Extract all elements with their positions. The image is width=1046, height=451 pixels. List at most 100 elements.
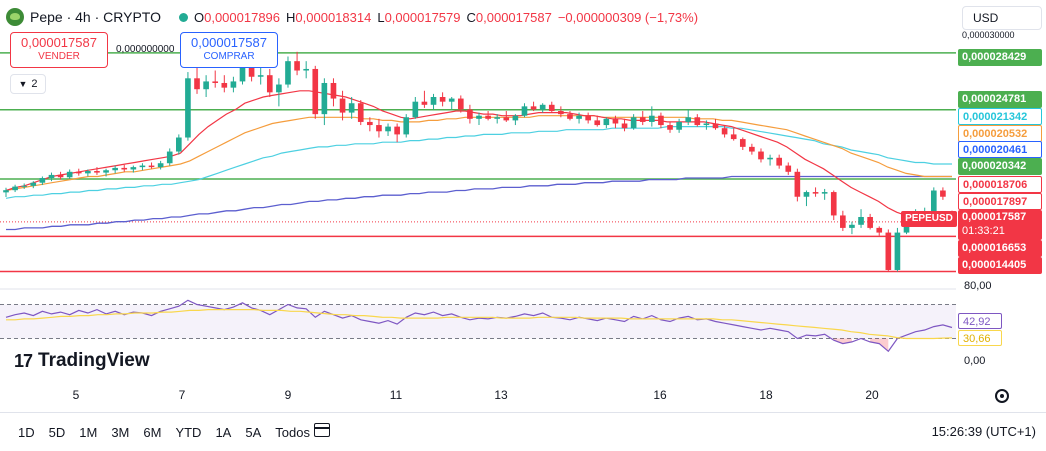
candle-body: [940, 190, 946, 197]
timeframe-6m[interactable]: 6M: [143, 424, 162, 440]
candle-body: [603, 118, 610, 126]
timeframe-5a[interactable]: 5A: [245, 424, 262, 440]
tradingview-logo[interactable]: 17 TradingView: [14, 350, 150, 372]
candle-body: [558, 111, 564, 115]
settings-gear-icon[interactable]: [995, 389, 1009, 403]
candle-body: [585, 115, 591, 121]
candle-body: [803, 192, 810, 197]
symbol-title[interactable]: Pepe · 4h · CRYPTO: [30, 9, 161, 25]
timeframe-1a[interactable]: 1A: [215, 424, 232, 440]
sell-button[interactable]: 0,000017587 VENDER: [10, 32, 108, 68]
indicators-toggle[interactable]: ▼ 2: [10, 74, 46, 94]
candle-body: [730, 134, 737, 140]
ohlc-high-value: 0,000018314: [295, 9, 372, 25]
brand-name: TradingView: [38, 350, 150, 371]
price-axis-top-label: 0,000030000: [958, 30, 1042, 40]
current-price-label: 0,000017587 01:33:21: [958, 210, 1042, 240]
candle-body: [85, 171, 91, 174]
timeframe-all[interactable]: Todos: [275, 424, 310, 440]
candle-body: [121, 167, 128, 170]
candle-body: [348, 103, 355, 113]
market-open-icon: [178, 12, 188, 22]
rsi-band: [0, 304, 956, 339]
candle-body: [457, 98, 464, 110]
candle-body: [858, 216, 864, 225]
rsi-tick-80: 80,00: [964, 280, 992, 292]
x-tick: 20: [865, 388, 879, 402]
bottom-toolbar: 1D 5D 1M 3M 6M YTD 1A 5A Todos 15:26:39 …: [0, 412, 1046, 451]
candle-body: [594, 120, 601, 126]
candle-body: [157, 163, 164, 168]
rsi-value-label: 42,92: [958, 313, 1002, 329]
price-chart[interactable]: [0, 0, 1046, 412]
candle-body: [794, 171, 801, 197]
pepe-logo-icon: [6, 8, 24, 26]
candle-body: [30, 182, 37, 186]
candle-body: [376, 125, 382, 132]
candle-body: [521, 106, 528, 116]
candle-body: [830, 192, 837, 216]
candle-body: [185, 78, 191, 138]
candle-body: [785, 165, 792, 172]
candle-body: [930, 190, 937, 213]
candle-body: [776, 157, 782, 166]
candle-body: [66, 171, 73, 178]
candle-body: [694, 117, 701, 126]
clock-timezone[interactable]: 15:26:39 (UTC+1): [931, 424, 1036, 439]
level-label-5: 0,000014405: [958, 257, 1042, 274]
rsi-oversold-fill: [870, 338, 889, 352]
currency-select[interactable]: USD: [962, 6, 1042, 30]
sell-price: 0,000017587: [21, 35, 97, 50]
timeframe-1m[interactable]: 1M: [79, 424, 98, 440]
candle-body: [612, 118, 619, 124]
candle-body: [166, 151, 173, 164]
candle-body: [621, 123, 628, 129]
candle-body: [530, 106, 537, 110]
candle-body: [630, 117, 637, 129]
candle-body: [903, 221, 910, 233]
candle-body: [266, 75, 273, 93]
ohlc-close-value: 0,000017587: [475, 9, 552, 25]
chevron-down-icon: ▼: [18, 79, 28, 89]
candle-body: [303, 68, 309, 71]
candle-body: [212, 81, 219, 83]
calendar-range-icon[interactable]: [314, 423, 330, 437]
candle-body: [412, 101, 419, 118]
ma-cyan-label: 0,000021342: [958, 108, 1042, 125]
level-label-1: 0,000028429: [958, 49, 1042, 66]
x-tick: 11: [389, 388, 403, 402]
candle-body: [467, 109, 473, 119]
timeframe-1d[interactable]: 1D: [18, 424, 35, 440]
buy-label: COMPRAR: [203, 51, 255, 62]
candle-body: [321, 82, 328, 115]
candle-body: [194, 78, 200, 90]
candle-body: [721, 128, 728, 135]
symbol-header: Pepe · 4h · CRYPTO O 0,000017896 H 0,00001…: [6, 6, 704, 28]
candle-body: [512, 115, 519, 121]
candle-body: [503, 117, 510, 121]
candle-body: [658, 115, 664, 126]
x-tick: 18: [759, 388, 773, 402]
candle-body: [894, 232, 901, 270]
ma-red-label: 0,000018706: [958, 176, 1042, 193]
candle-body: [139, 165, 146, 168]
timeframe-3m[interactable]: 3M: [111, 424, 130, 440]
candle-body: [812, 192, 819, 194]
candle-body: [739, 139, 746, 147]
candle-body: [494, 117, 501, 119]
candle-body: [885, 232, 892, 270]
timeframe-5d[interactable]: 5D: [48, 424, 66, 440]
sell-label: VENDER: [38, 51, 80, 62]
chart-area[interactable]: Pepe · 4h · CRYPTO O 0,000017896 H 0,00001…: [0, 0, 1046, 412]
candle-body: [876, 227, 883, 233]
candle-body: [294, 61, 300, 71]
candle-body: [94, 171, 100, 173]
candle-body: [821, 192, 828, 194]
candle-body: [330, 82, 337, 99]
buy-button[interactable]: 0,000017587 COMPRAR: [180, 32, 278, 68]
rsi-ma-value-label: 30,66: [958, 330, 1002, 346]
candle-body: [12, 186, 18, 191]
current-price: 0,000017587: [962, 211, 1027, 223]
candle-body: [421, 101, 428, 105]
timeframe-ytd[interactable]: YTD: [175, 424, 202, 440]
